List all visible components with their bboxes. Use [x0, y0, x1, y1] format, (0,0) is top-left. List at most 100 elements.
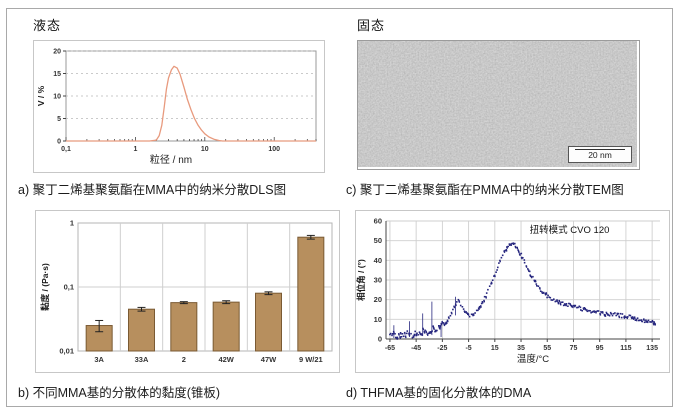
bar — [170, 302, 198, 352]
data-point — [638, 319, 640, 322]
data-point — [424, 329, 426, 332]
data-point — [643, 318, 645, 320]
viscosity-chart-panel: 1 0,1 0,01 3A 33A 2 42W 47W 9 W/21 黏度 / (Pa·s) — [35, 210, 340, 373]
y-tick-label: 0,01 — [59, 347, 74, 356]
data-point — [614, 312, 616, 314]
data-point — [606, 313, 609, 315]
data-point — [561, 301, 564, 303]
data-point — [453, 306, 456, 309]
data-point — [539, 288, 541, 290]
data-point — [560, 301, 562, 304]
data-point — [435, 330, 437, 333]
data-point — [570, 306, 573, 308]
data-point — [606, 312, 608, 315]
data-point — [479, 305, 482, 307]
data-point — [530, 276, 533, 279]
data-point — [653, 321, 655, 323]
tem-scale-bar: 20 nm — [568, 146, 632, 163]
data-point — [402, 335, 405, 338]
data-point — [510, 244, 512, 246]
data-point — [600, 311, 602, 313]
x-tick-label: 55 — [543, 345, 551, 352]
data-point — [447, 316, 450, 318]
data-point — [548, 296, 550, 298]
data-point — [629, 314, 632, 317]
data-point — [501, 254, 504, 257]
data-point — [651, 319, 654, 322]
data-point — [556, 299, 558, 301]
data-point — [639, 319, 641, 322]
data-point — [604, 314, 606, 316]
data-point — [497, 266, 499, 269]
data-point — [445, 321, 448, 323]
data-point — [627, 316, 629, 318]
data-point — [483, 299, 485, 302]
liquid-state-label: 液态 — [33, 18, 62, 33]
data-point — [544, 294, 547, 296]
data-point — [482, 302, 484, 304]
data-point — [545, 293, 548, 295]
data-point — [560, 304, 562, 306]
data-point — [557, 303, 560, 305]
data-point — [640, 319, 643, 321]
data-point — [572, 304, 575, 307]
data-point — [641, 320, 643, 323]
data-point — [618, 316, 621, 319]
data-point — [399, 336, 401, 338]
data-point — [597, 310, 600, 312]
data-point — [623, 315, 626, 317]
data-point — [645, 321, 648, 323]
data-point — [421, 334, 423, 336]
data-point — [404, 333, 406, 335]
x-tick-label: -65 — [385, 345, 395, 352]
data-point — [503, 250, 505, 252]
data-point — [389, 333, 391, 336]
data-point — [549, 296, 552, 299]
data-point — [491, 282, 493, 285]
data-point — [509, 244, 511, 246]
data-point — [586, 309, 588, 311]
data-point — [456, 301, 458, 303]
data-point — [630, 316, 633, 319]
data-point — [611, 314, 614, 317]
data-point — [408, 332, 410, 335]
data-point — [414, 334, 416, 337]
data-point — [461, 306, 464, 308]
x-tick-label: 135 — [646, 345, 658, 352]
data-point — [430, 331, 432, 333]
data-point — [616, 313, 619, 316]
data-point — [532, 275, 534, 278]
data-point — [441, 321, 443, 323]
y-tick-label: 0,1 — [64, 283, 74, 292]
data-point — [403, 331, 406, 334]
data-point — [581, 309, 583, 312]
data-point — [406, 330, 409, 332]
data-point — [574, 304, 577, 307]
dls-plot: 0 5 10 15 20 0,1 1 10 100 粒径 / nm V / % — [36, 49, 317, 166]
data-point — [628, 314, 631, 317]
x-tick-label: -5 — [465, 345, 471, 352]
data-point — [643, 319, 645, 321]
data-point — [465, 311, 467, 313]
data-point — [652, 322, 655, 325]
data-point — [472, 313, 475, 315]
data-point — [413, 336, 415, 338]
data-point — [506, 247, 508, 249]
data-point — [438, 325, 440, 327]
data-point — [422, 328, 424, 331]
data-point — [565, 303, 568, 305]
data-point — [404, 335, 407, 338]
data-point — [517, 250, 520, 253]
data-point — [433, 328, 435, 330]
data-point — [426, 333, 429, 335]
data-point — [604, 315, 607, 317]
data-point — [588, 309, 590, 312]
data-point — [632, 318, 635, 320]
data-point — [415, 333, 417, 336]
data-point — [605, 311, 608, 314]
data-point — [418, 331, 421, 333]
data-point — [393, 332, 395, 334]
data-point — [389, 332, 392, 335]
data-point — [459, 304, 462, 307]
data-point — [558, 301, 561, 303]
